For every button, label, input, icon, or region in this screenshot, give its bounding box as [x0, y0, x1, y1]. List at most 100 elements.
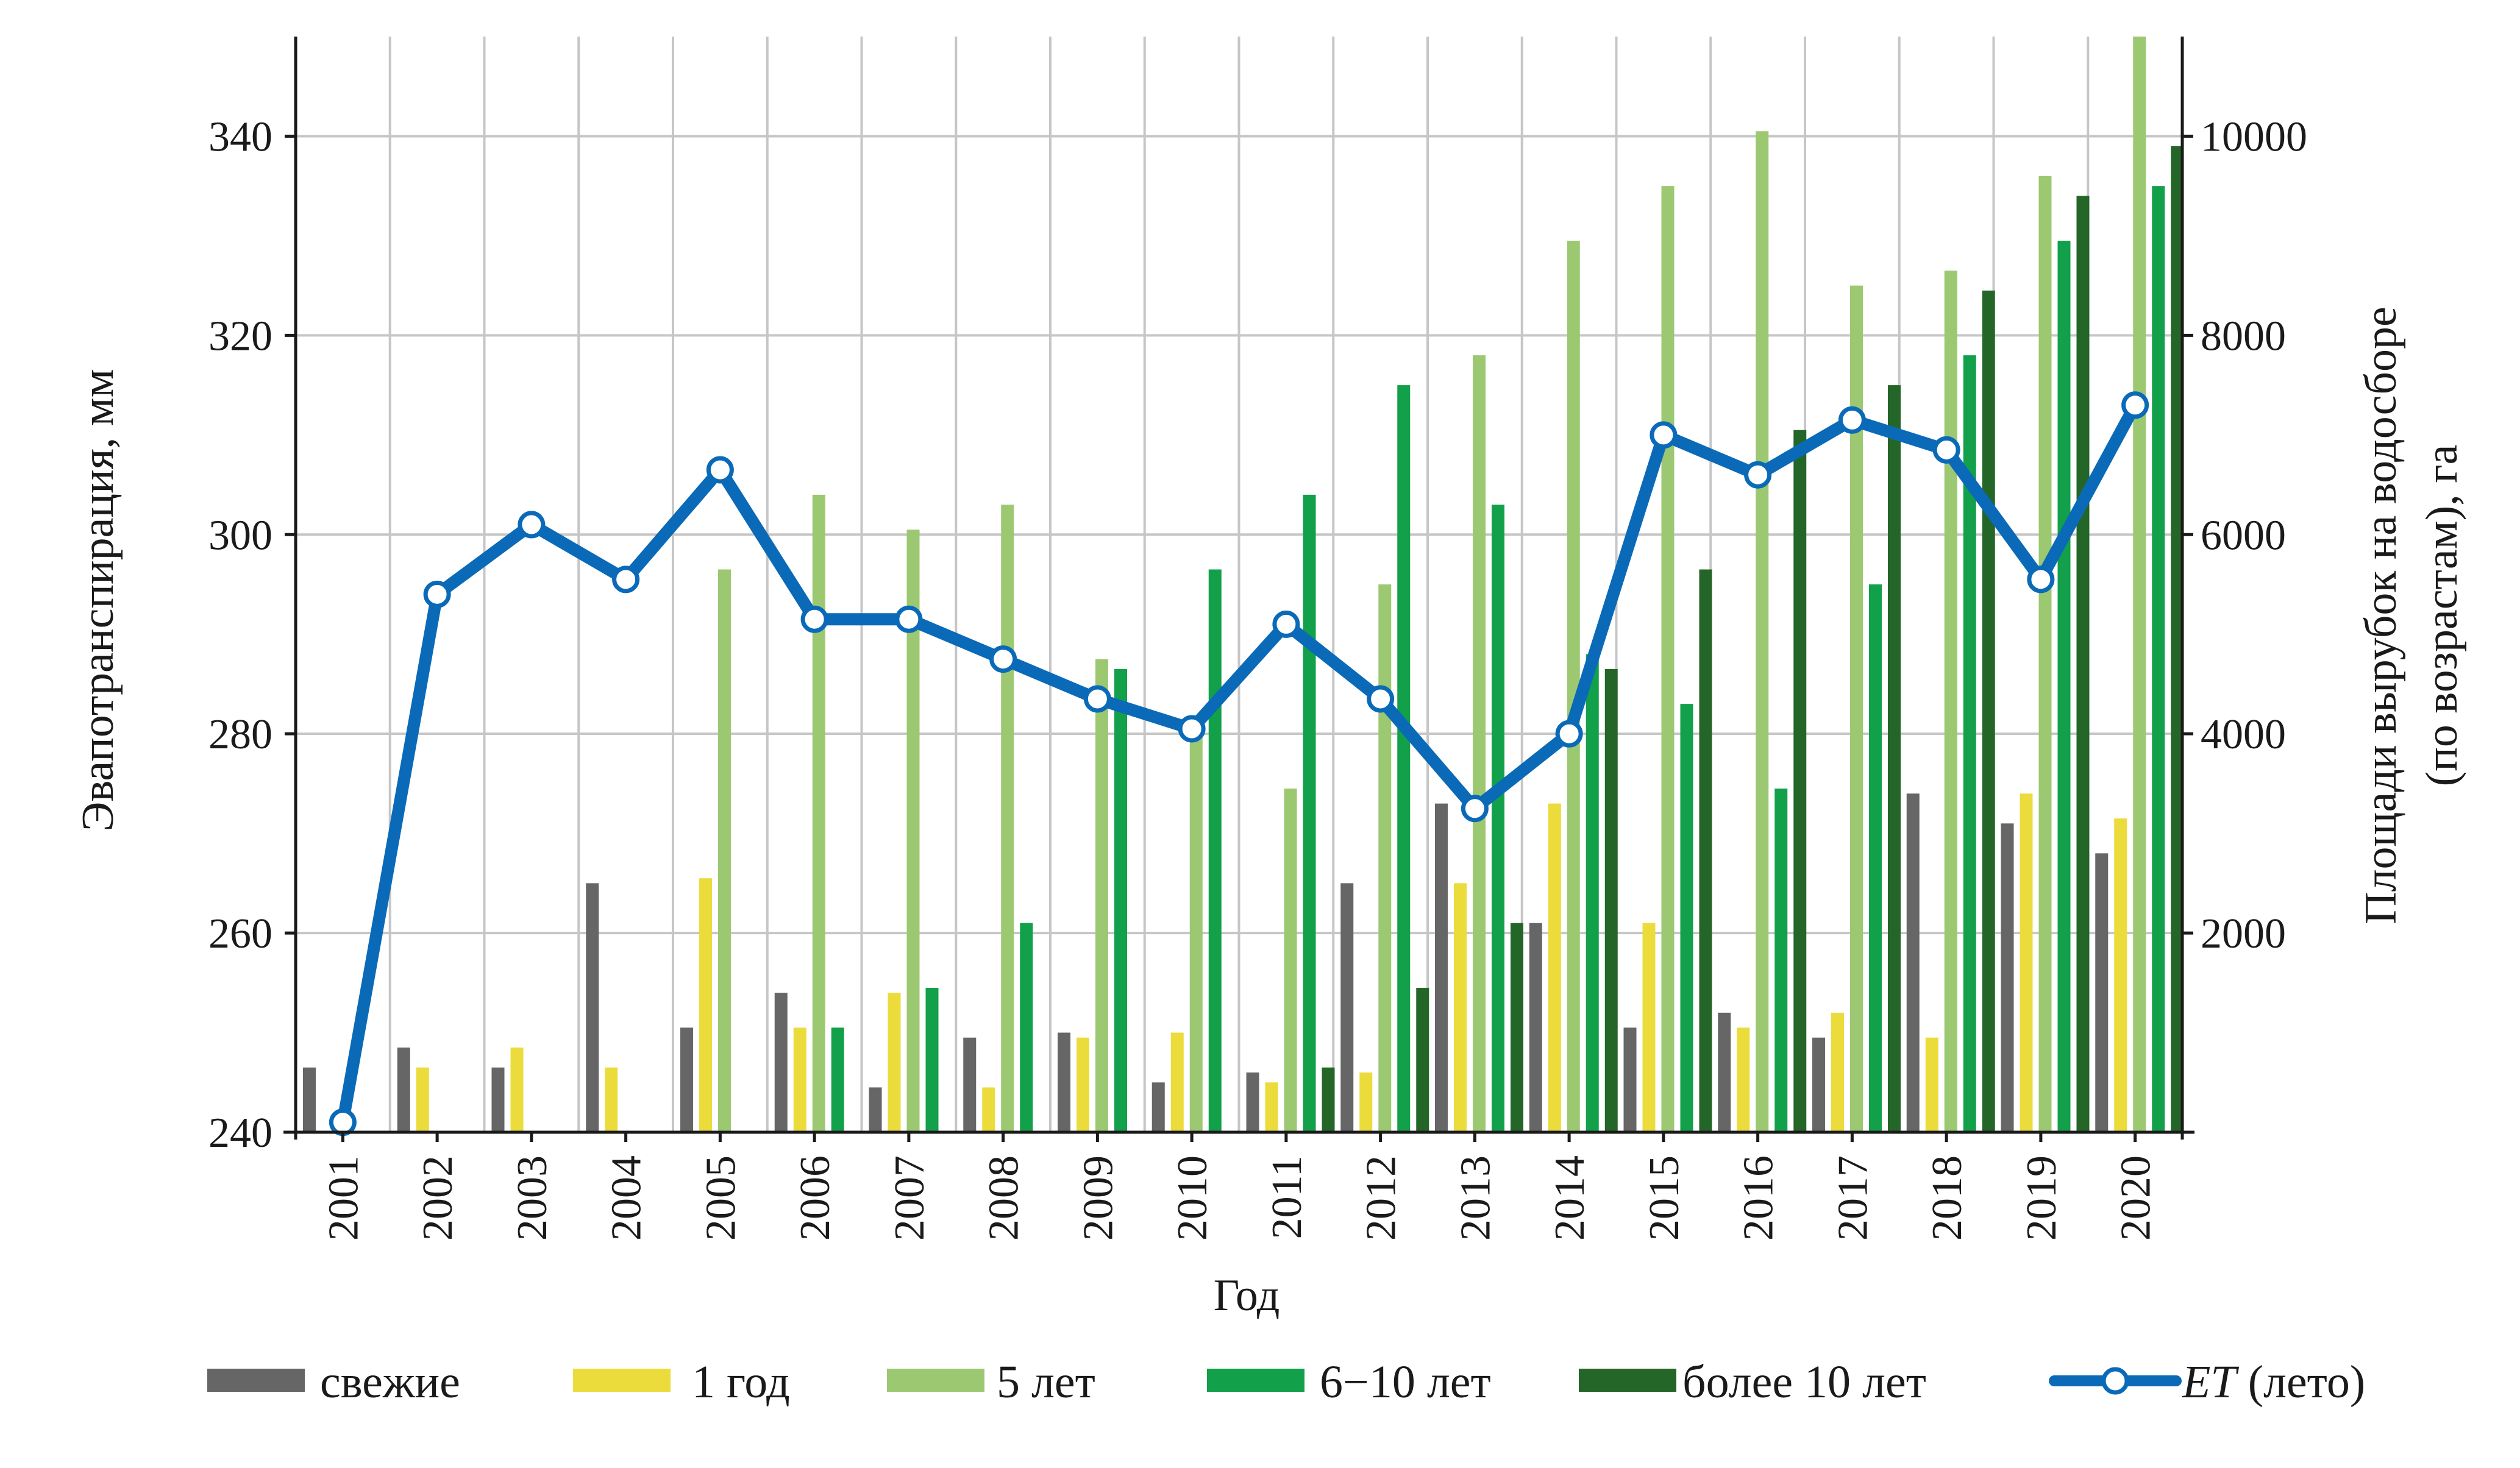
x-tick-label-2001: 2001 [320, 1155, 367, 1241]
legend-label-более 10 лет: более 10 лет [1682, 1356, 1926, 1408]
y-axis-title: Эвапотранспирация, мм [73, 369, 123, 832]
right-tick-label: 2000 [2201, 910, 2286, 957]
legend-label-et-rest: (лето) [2237, 1356, 2366, 1408]
bar-1 год-2016 [1737, 1027, 1750, 1132]
bar-6−10 лет-2011 [1303, 494, 1316, 1133]
x-tick-label-2011: 2011 [1264, 1155, 1311, 1239]
bar-6−10 лет-2020 [2152, 186, 2165, 1132]
bar-свежие-2010 [1151, 1082, 1165, 1132]
bar-1 год-2008 [982, 1087, 995, 1132]
bar-5 лет-2019 [2038, 176, 2052, 1132]
bar-6−10 лет-2009 [1114, 668, 1127, 1132]
y2-axis-title-line1: Площади вырубок на водосборе [2356, 307, 2406, 924]
bar-6−10 лет-2018 [1963, 355, 1976, 1132]
bar-1 год-2012 [1359, 1072, 1373, 1132]
bar-более 10 лет-2019 [2076, 196, 2090, 1132]
bar-более 10 лет-2016 [1793, 430, 1807, 1132]
bar-свежие-2001 [303, 1067, 316, 1132]
legend-label-5 лет: 5 лет [997, 1356, 1095, 1408]
bar-6−10 лет-2007 [925, 987, 939, 1132]
x-tick-label-2005: 2005 [697, 1155, 744, 1241]
et-point-2007 [895, 605, 923, 633]
bar-6−10 лет-2019 [2057, 241, 2071, 1133]
bar-свежие-2002 [397, 1048, 410, 1132]
bar-5 лет-2011 [1284, 789, 1297, 1132]
bar-6−10 лет-2012 [1397, 385, 1411, 1133]
x-tick-label-2003: 2003 [509, 1155, 556, 1241]
bar-1 год-2014 [1548, 803, 1561, 1132]
bar-1 год-2015 [1642, 923, 1656, 1132]
y2-axis-title-line2: (по возрастам), га [2417, 445, 2467, 787]
bar-5 лет-2017 [1850, 285, 1863, 1132]
axes-layer [283, 37, 2194, 1142]
bar-более 10 лет-2017 [1888, 385, 1901, 1133]
x-tick-label-2006: 2006 [792, 1155, 839, 1241]
legend-swatch-свежие [207, 1369, 305, 1392]
x-tick-label-2007: 2007 [886, 1155, 933, 1241]
et-point-2017 [1838, 406, 1866, 434]
bar-свежие-2006 [774, 993, 788, 1132]
x-tick-label-2004: 2004 [603, 1155, 650, 1241]
bar-5 лет-2015 [1661, 186, 1675, 1132]
et-point-2014 [1555, 720, 1583, 748]
right-tick-label: 10000 [2201, 113, 2307, 160]
bar-более 10 лет-2011 [1322, 1067, 1335, 1132]
bar-свежие-2016 [1718, 1012, 1731, 1132]
et-point-2012 [1367, 685, 1395, 713]
legend-swatch-1 год [573, 1369, 671, 1392]
legend-label-et: ET (лето) [2182, 1356, 2365, 1408]
x-tick-label-2010: 2010 [1169, 1155, 1216, 1241]
x-tick-label-2016: 2016 [1735, 1155, 1782, 1241]
bar-5 лет-2010 [1189, 729, 1203, 1132]
legend-swatch-6−10 лет [1207, 1369, 1304, 1392]
right-tick-label: 4000 [2201, 711, 2286, 758]
legend-label-et-italic: ET [2182, 1356, 2239, 1408]
bar-1 год-2013 [1454, 883, 1467, 1132]
bar-более 10 лет-2015 [1699, 569, 1712, 1132]
et-point-2018 [1932, 436, 1960, 464]
bar-1 год-2019 [2020, 793, 2033, 1132]
bar-5 лет-2013 [1473, 355, 1486, 1132]
bars-layer [303, 37, 2184, 1133]
x-tick-label-2012: 2012 [1358, 1155, 1405, 1241]
bar-свежие-2015 [1623, 1027, 1637, 1132]
bar-1 год-2009 [1077, 1037, 1089, 1132]
bar-6−10 лет-2016 [1774, 789, 1788, 1132]
ticks-layer: 240 260 280 300 320 340 2000 4000 6000 8000 10000 2… [208, 113, 2307, 1241]
et-point-2016 [1744, 461, 1772, 489]
x-tick-label-2020: 2020 [2113, 1155, 2160, 1241]
legend-marker-et [2101, 1367, 2129, 1395]
bar-5 лет-2009 [1095, 659, 1108, 1132]
bar-свежие-2019 [2001, 823, 2014, 1132]
bar-свежие-2004 [586, 883, 599, 1132]
bar-1 год-2006 [793, 1027, 806, 1132]
bar-1 год-2018 [1925, 1037, 1938, 1132]
bar-5 лет-2014 [1567, 241, 1580, 1133]
bar-1 год-2002 [416, 1067, 429, 1132]
bar-1 год-2007 [888, 993, 901, 1132]
et-point-2004 [612, 566, 640, 594]
bar-5 лет-2006 [812, 494, 825, 1133]
et-point-2006 [800, 605, 828, 633]
et-point-2005 [706, 456, 734, 484]
bar-свежие-2017 [1812, 1037, 1825, 1132]
et-line-layer [329, 391, 2149, 1136]
legend-swatch-более 10 лет [1579, 1369, 1676, 1392]
bar-1 год-2011 [1265, 1082, 1278, 1132]
bar-1 год-2017 [1831, 1012, 1844, 1132]
x-tick-label-2015: 2015 [1641, 1155, 1688, 1241]
bar-6−10 лет-2010 [1208, 569, 1222, 1132]
bar-свежие-2007 [869, 1087, 882, 1132]
bar-свежие-2012 [1340, 883, 1354, 1132]
et-point-2003 [518, 511, 546, 539]
left-tick-label: 260 [208, 910, 272, 957]
bar-1 год-2004 [605, 1067, 618, 1132]
bar-6−10 лет-2006 [831, 1027, 844, 1132]
legend-label-1 год: 1 год [692, 1356, 790, 1408]
bar-свежие-2005 [680, 1027, 693, 1132]
bar-1 год-2020 [2114, 818, 2127, 1132]
bar-более 10 лет-2013 [1511, 923, 1523, 1132]
bar-6−10 лет-2015 [1680, 704, 1693, 1132]
x-tick-label-2013: 2013 [1452, 1155, 1499, 1241]
bar-6−10 лет-2014 [1586, 654, 1599, 1132]
